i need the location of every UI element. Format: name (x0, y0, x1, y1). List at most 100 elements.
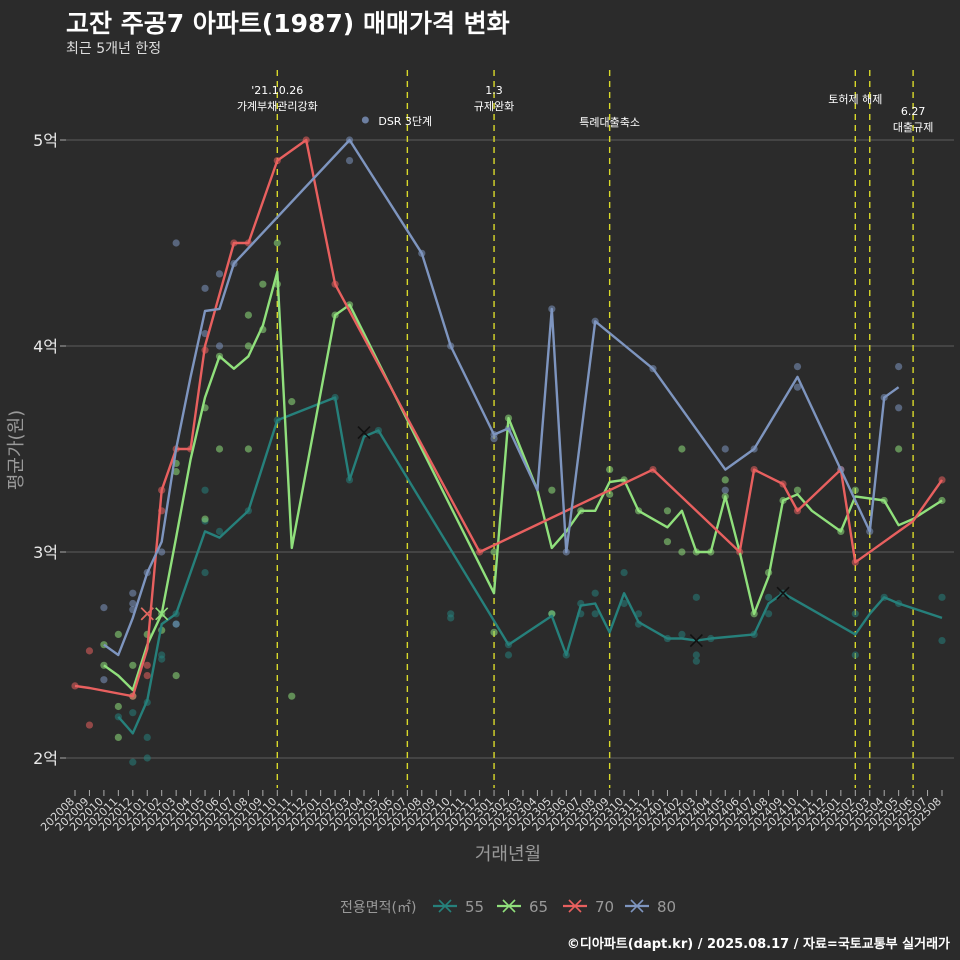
event-label: 1.3 규제완화 (474, 84, 514, 113)
data-point-65 (114, 630, 122, 639)
cross-marker-stroke (776, 586, 790, 600)
data-point-55 (851, 651, 859, 659)
cross-marker-55 (357, 425, 371, 440)
data-point-65 (288, 692, 296, 700)
data-point-65 (490, 548, 498, 556)
data-point-80 (721, 486, 729, 494)
cross-marker-70 (140, 607, 154, 621)
data-point-55 (129, 758, 137, 766)
data-point-80 (172, 239, 180, 247)
data-point-55 (634, 610, 643, 618)
series-line-55 (117, 396, 943, 735)
event-label: DSR 3단계 (378, 115, 432, 128)
data-point-55 (765, 593, 773, 601)
data-point-65 (244, 311, 252, 319)
data-point-80 (721, 445, 729, 453)
y-tick-label: 2억 (33, 749, 58, 768)
data-point-80 (100, 604, 108, 612)
data-point-55 (851, 610, 859, 618)
data-point-65 (548, 486, 556, 494)
data-point-80 (129, 589, 137, 597)
data-point-65 (172, 468, 180, 476)
data-point-55 (938, 593, 946, 601)
chart-title: 고잔 주공7 아파트(1987) 매매가격 변화 (66, 9, 510, 38)
data-point-65 (172, 672, 180, 680)
data-point-65 (288, 398, 296, 406)
data-point-80 (172, 620, 180, 628)
data-point-80 (345, 157, 354, 165)
data-point-65 (663, 538, 672, 546)
event-label: 6.27 대출규제 (893, 105, 933, 134)
data-point-55 (143, 733, 151, 742)
data-point-55 (678, 630, 686, 639)
data-point-55 (620, 569, 628, 577)
y-tick-label: 4억 (33, 337, 58, 356)
data-point-80 (215, 342, 224, 350)
data-point-65 (201, 515, 209, 523)
data-point-65 (721, 476, 729, 484)
legend-label-55: 55 (465, 898, 484, 916)
data-point-55 (447, 614, 455, 622)
y-tick-label: 3억 (33, 543, 58, 562)
data-point-55 (692, 593, 700, 601)
data-point-55 (938, 636, 946, 645)
data-point-80 (490, 435, 498, 443)
data-point-70 (85, 721, 94, 729)
y-tick-label: 5억 (33, 131, 58, 150)
data-point-65 (793, 486, 802, 494)
cross-marker-65 (155, 607, 169, 621)
legend-label-70: 70 (595, 898, 614, 916)
data-point-55 (158, 651, 166, 659)
data-point-65 (244, 342, 252, 350)
data-point-65 (548, 610, 556, 618)
data-point-70 (143, 672, 151, 680)
legend-title: 전용면적(㎡) (340, 900, 416, 916)
data-point-55 (591, 589, 599, 597)
x-axis-title: 거래년월 (475, 844, 541, 865)
legend-swatch-cross (630, 899, 644, 913)
cross-marker-stroke (689, 634, 703, 648)
data-point-65 (259, 280, 267, 288)
event-label: 특례대출축소 (579, 116, 640, 129)
legend-swatch-cross (438, 899, 452, 913)
data-point-55 (504, 651, 513, 659)
data-point-80 (129, 599, 137, 608)
data-point-80 (158, 548, 166, 556)
data-point-65 (244, 445, 252, 453)
legend-label-80: 80 (657, 898, 676, 916)
data-point-80 (100, 676, 108, 684)
data-point-65 (215, 445, 224, 453)
data-point-65 (114, 733, 122, 742)
data-point-55 (129, 709, 137, 717)
cross-marker-stroke (140, 607, 154, 621)
cross-marker-55 (776, 586, 790, 600)
data-point-55 (620, 599, 628, 608)
data-point-65 (273, 239, 281, 247)
data-point-70 (143, 661, 151, 669)
series-line-70 (74, 138, 943, 698)
source-caption: ©디아파트(dapt.kr) / 2025.08.17 / 자료=국토교통부 실… (566, 937, 950, 952)
series-line-80 (103, 138, 900, 657)
event-label: '21.10.26 가계부채관리강화 (237, 84, 318, 113)
data-point-80 (793, 363, 802, 371)
data-point-55 (692, 651, 700, 659)
data-point-80 (895, 404, 903, 412)
data-point-65 (678, 548, 686, 556)
data-point-55 (201, 486, 209, 494)
series-line-65 (103, 270, 943, 692)
data-point-65 (678, 445, 686, 453)
event-dot (361, 116, 369, 124)
data-point-80 (201, 284, 209, 292)
data-point-55 (201, 569, 209, 577)
data-point-80 (895, 363, 903, 371)
chart-subtitle: 최근 5개년 한정 (66, 41, 162, 57)
event-label: 토허제 해제 (828, 92, 882, 106)
data-point-55 (591, 610, 599, 618)
data-point-55 (143, 754, 151, 762)
legend-label-65: 65 (529, 898, 548, 916)
y-axis-title: 평균가(원) (6, 410, 27, 490)
data-point-65 (606, 466, 614, 474)
data-point-65 (129, 661, 137, 669)
cross-marker-stroke (155, 607, 169, 621)
